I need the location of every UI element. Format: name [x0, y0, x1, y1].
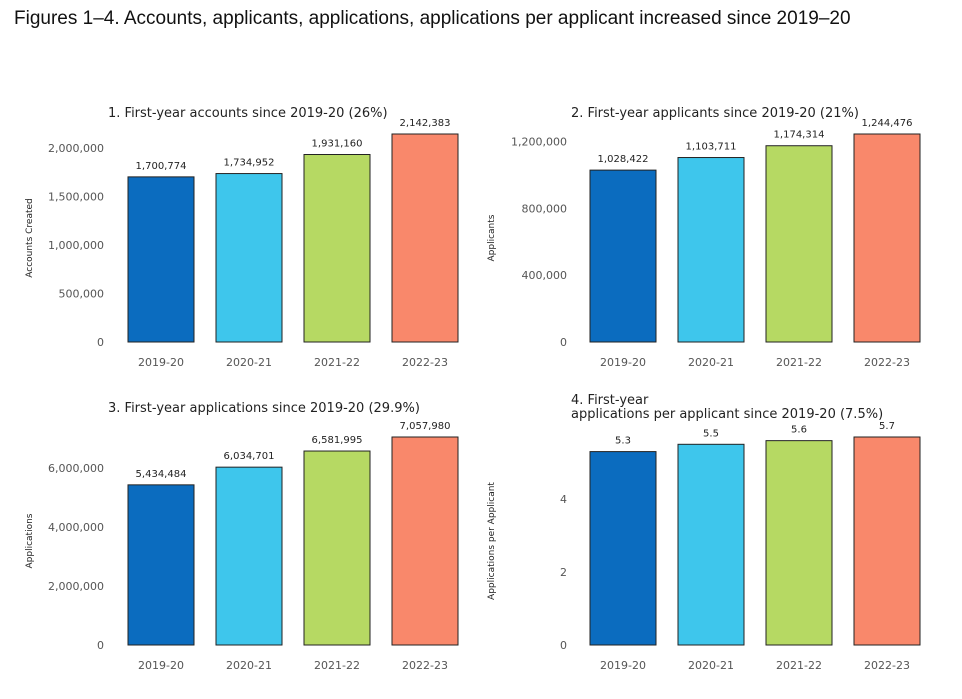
x-tick-label: 2021-22 — [314, 356, 360, 369]
x-tick-label: 2020-21 — [226, 659, 272, 672]
bar — [853, 436, 921, 646]
x-tick-label: 2020-21 — [226, 356, 272, 369]
bar — [853, 133, 921, 343]
y-tick-label: 4,000,000 — [48, 521, 104, 534]
y-tick-label: 800,000 — [522, 202, 568, 215]
bar — [765, 440, 833, 646]
bar — [127, 176, 195, 343]
data-label: 5.3 — [615, 436, 631, 447]
data-label: 1,931,160 — [312, 139, 363, 150]
data-label: 5,434,484 — [136, 469, 187, 480]
chart-title: applications per applicant since 2019-20… — [571, 407, 883, 422]
x-tick-label: 2019-20 — [600, 659, 646, 672]
y-axis-label: Accounts Created — [25, 198, 35, 278]
bar — [127, 484, 195, 646]
x-tick-label: 2022-23 — [402, 659, 448, 672]
bar — [765, 145, 833, 343]
data-label: 6,034,701 — [224, 451, 275, 462]
y-tick-label: 1,500,000 — [48, 190, 104, 203]
bar — [589, 451, 657, 646]
chart-2: 2. First-year applicants since 2019-20 (… — [487, 106, 921, 369]
y-tick-label: 1,200,000 — [511, 135, 567, 148]
y-tick-label: 0 — [97, 639, 104, 652]
chart-title: 3. First-year applications since 2019-20… — [108, 401, 420, 416]
x-tick-label: 2019-20 — [138, 356, 184, 369]
y-tick-label: 0 — [560, 336, 567, 349]
x-tick-label: 2019-20 — [138, 659, 184, 672]
data-label: 7,057,980 — [400, 421, 451, 432]
y-tick-label: 0 — [560, 639, 567, 652]
y-tick-label: 2 — [560, 566, 567, 579]
y-tick-label: 400,000 — [522, 269, 568, 282]
x-tick-label: 2021-22 — [776, 659, 822, 672]
bar — [391, 436, 459, 646]
y-tick-label: 2,000,000 — [48, 142, 104, 155]
y-axis-label: Applicants — [487, 214, 497, 261]
data-label: 1,028,422 — [598, 154, 649, 165]
y-tick-label: 1,000,000 — [48, 239, 104, 252]
chart-1: 1. First-year accounts since 2019-20 (26… — [25, 106, 459, 369]
data-label: 1,103,711 — [686, 142, 737, 153]
x-tick-label: 2019-20 — [600, 356, 646, 369]
chart-3: 3. First-year applications since 2019-20… — [25, 401, 459, 672]
y-tick-label: 4 — [560, 493, 567, 506]
data-label: 5.5 — [703, 428, 719, 439]
x-tick-label: 2020-21 — [688, 356, 734, 369]
data-label: 1,734,952 — [224, 158, 275, 169]
data-label: 5.7 — [879, 421, 895, 432]
data-label: 1,700,774 — [136, 161, 187, 172]
bar — [677, 443, 745, 646]
bar — [303, 154, 371, 343]
chart-title: 4. First-year — [571, 393, 649, 408]
y-tick-label: 500,000 — [59, 287, 105, 300]
x-tick-label: 2022-23 — [402, 356, 448, 369]
x-tick-label: 2021-22 — [776, 356, 822, 369]
data-label: 1,174,314 — [774, 130, 825, 141]
figure-title: Figures 1–4. Accounts, applicants, appli… — [14, 8, 851, 29]
data-label: 2,142,383 — [400, 118, 451, 129]
data-label: 1,244,476 — [862, 118, 913, 129]
bar — [391, 133, 459, 343]
x-tick-label: 2020-21 — [688, 659, 734, 672]
y-tick-label: 6,000,000 — [48, 462, 104, 475]
bar — [303, 450, 371, 646]
y-axis-label: Applications per Applicant — [487, 482, 497, 600]
bar — [215, 466, 283, 646]
bar — [589, 169, 657, 343]
chart-title: 1. First-year accounts since 2019-20 (26… — [108, 106, 388, 121]
data-label: 6,581,995 — [312, 435, 363, 446]
bar — [677, 157, 745, 343]
x-tick-label: 2022-23 — [864, 659, 910, 672]
y-axis-label: Applications — [25, 513, 35, 568]
bar — [215, 173, 283, 343]
data-label: 5.6 — [791, 425, 807, 436]
chart-title: 2. First-year applicants since 2019-20 (… — [571, 106, 859, 121]
y-tick-label: 2,000,000 — [48, 580, 104, 593]
x-tick-label: 2021-22 — [314, 659, 360, 672]
y-tick-label: 0 — [97, 336, 104, 349]
x-tick-label: 2022-23 — [864, 356, 910, 369]
